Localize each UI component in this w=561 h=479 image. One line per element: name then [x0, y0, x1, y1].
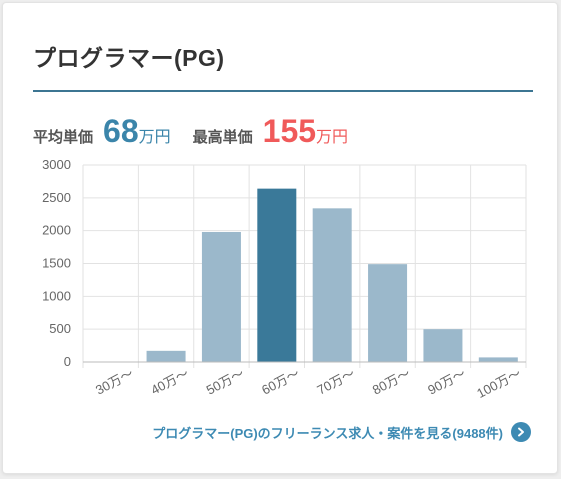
chevron-right-icon[interactable]: [511, 422, 531, 442]
y-tick-label: 3000: [42, 157, 71, 172]
bar: [478, 357, 518, 362]
avg-price-unit: 万円: [138, 129, 171, 146]
y-tick-label: 1000: [42, 288, 71, 303]
bar: [312, 208, 352, 362]
y-tick-label: 500: [49, 321, 71, 336]
job-list-link-text[interactable]: プログラマー(PG)のフリーランス求人・案件を見る(9488件): [152, 425, 503, 441]
bar: [423, 329, 463, 362]
card-title: プログラマー(PG): [33, 45, 225, 71]
max-price-label: 最高単価: [192, 129, 253, 146]
avg-price-value: 68: [103, 113, 139, 149]
x-tick-label: 60万～: [259, 365, 302, 397]
title-divider: [33, 90, 533, 92]
y-tick-label: 2500: [42, 190, 71, 205]
y-tick-label: 0: [64, 354, 71, 369]
y-tick-label: 2000: [42, 223, 71, 238]
max-price-unit: 万円: [316, 129, 349, 146]
bar: [257, 188, 297, 362]
job-list-link[interactable]: プログラマー(PG)のフリーランス求人・案件を見る(9488件): [152, 422, 531, 442]
price-summary: 平均単価 68 万円 最高単価 155 万円: [33, 113, 553, 157]
avg-price-label: 平均単価: [33, 129, 94, 146]
x-tick-label: 40万～: [148, 365, 191, 397]
bar: [368, 264, 408, 362]
bar: [201, 231, 241, 362]
job-stats-card: プログラマー(PG) 平均単価 68 万円 最高単価 155 万円: [2, 2, 558, 474]
x-tick-label: 70万～: [315, 365, 358, 397]
y-tick-label: 1500: [42, 256, 71, 271]
x-tick-label: 90万～: [425, 365, 468, 397]
x-tick-label: 50万～: [204, 365, 247, 397]
x-tick-label: 100万～: [474, 365, 523, 401]
x-tick-label: 30万～: [93, 365, 136, 397]
x-tick-label: 80万～: [370, 365, 413, 397]
bar: [146, 350, 186, 362]
max-price-value: 155: [262, 113, 317, 149]
